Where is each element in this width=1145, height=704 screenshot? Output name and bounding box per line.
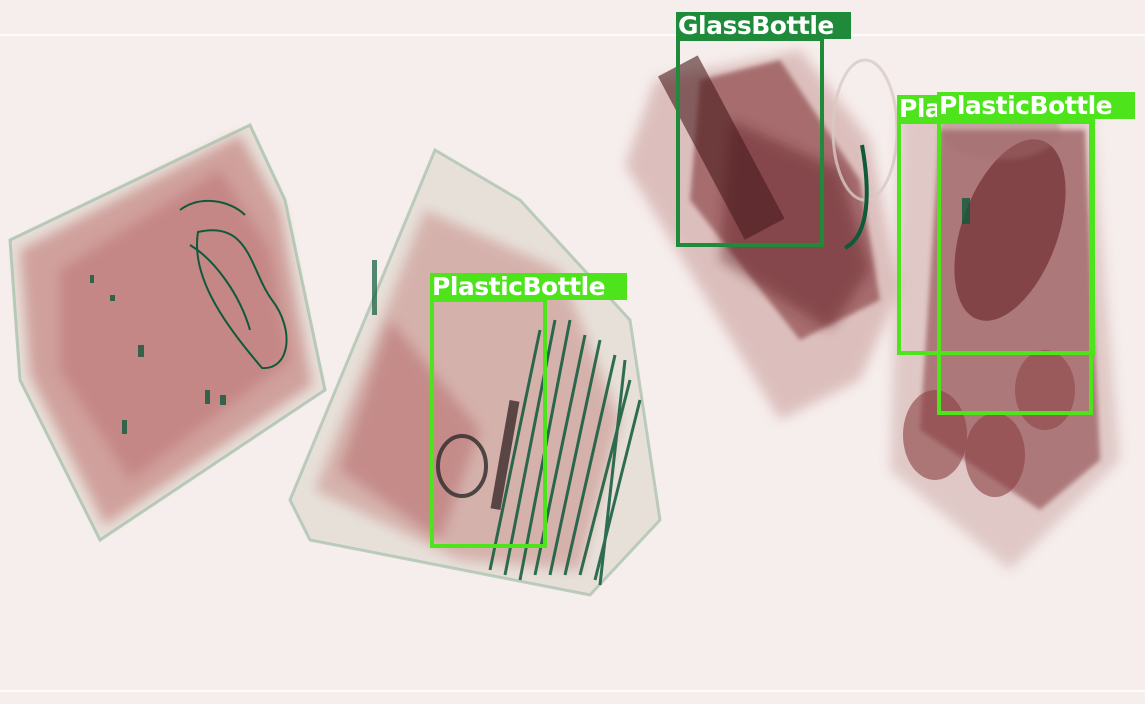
belt-edge-top [0, 34, 1145, 36]
left-bag [8, 122, 327, 543]
detection-box-glass-bottle [676, 37, 824, 247]
detection-box-plastic-bottle-middle [430, 298, 547, 548]
detection-label-plastic-bottle-right-b: PlasticBottle [937, 92, 1135, 119]
belt-edge-bottom [0, 690, 1145, 692]
detection-label-glass-bottle: GlassBottle [676, 12, 851, 39]
right-center-bag [625, 50, 900, 420]
right-bag [890, 100, 1120, 570]
detection-label-plastic-bottle-middle: PlasticBottle [430, 273, 627, 300]
detection-box-plastic-bottle-right-b [937, 120, 1093, 415]
